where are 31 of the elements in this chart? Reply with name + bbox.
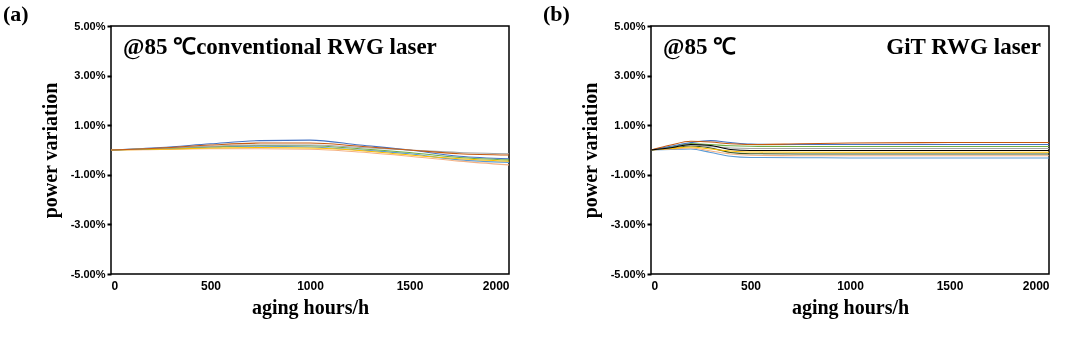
x-tick-label: 0 [111, 278, 119, 293]
y-tick-label: -3.00% [610, 217, 646, 230]
x-tick-label: 500 [200, 278, 222, 293]
x-tick-label: 1000 [837, 278, 865, 293]
x-tick-label: 2000 [482, 278, 510, 293]
y-tick-label: 3.00% [614, 69, 646, 82]
y-axis-title: power variation [38, 82, 62, 219]
x-tick-label: 500 [740, 278, 762, 293]
y-tick-label: -5.00% [70, 267, 106, 280]
x-tick-label: 0 [651, 278, 659, 293]
y-tick-label: -1.00% [610, 168, 646, 181]
y-tick-label: 3.00% [74, 69, 106, 82]
y-tick-label: 1.00% [614, 118, 646, 131]
y-tick-label: -5.00% [610, 267, 646, 280]
annotation: GiT RWG laser [886, 34, 1041, 59]
y-tick-label: 5.00% [74, 19, 106, 32]
x-axis-title: aging hours/h [251, 295, 370, 319]
x-tick-label: 1000 [297, 278, 325, 293]
chart-title: (b) [543, 1, 570, 26]
y-axis-title: power variation [578, 82, 602, 219]
x-axis-title: aging hours/h [791, 295, 910, 319]
y-tick-label: 5.00% [614, 19, 646, 32]
annotation: @85 ℃ [663, 34, 737, 60]
x-tick-label: 1500 [936, 278, 964, 293]
y-tick-label: -1.00% [70, 168, 106, 181]
y-tick-label: 1.00% [74, 118, 106, 131]
chart-title: (a) [3, 1, 29, 26]
annotation: @85 ℃conventional RWG laser [123, 34, 437, 60]
y-tick-label: -3.00% [70, 217, 106, 230]
x-tick-label: 2000 [1022, 278, 1050, 293]
x-tick-label: 1500 [396, 278, 424, 293]
